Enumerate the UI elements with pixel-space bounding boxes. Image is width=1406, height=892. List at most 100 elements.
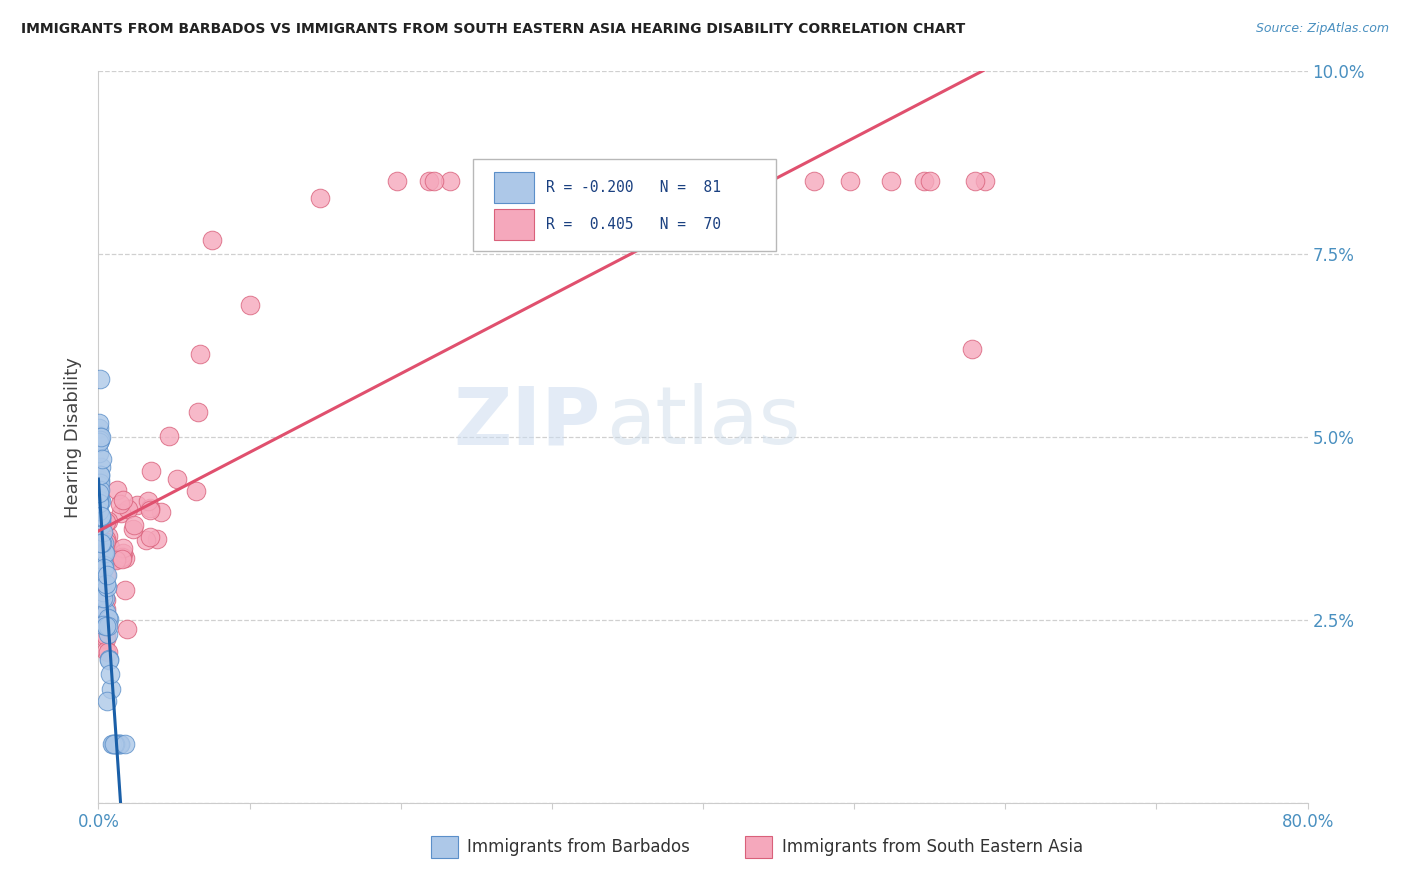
Point <box>90 575 112 590</box>
Point <box>94 605 117 619</box>
Point <box>89 460 111 475</box>
Point <box>619 174 641 188</box>
Point <box>610 174 633 188</box>
Point <box>91 547 114 561</box>
Point <box>97 610 120 624</box>
Point <box>94 601 117 615</box>
Point <box>89 570 111 584</box>
Point <box>716 174 738 188</box>
Point <box>94 534 117 549</box>
Point <box>184 484 207 499</box>
Point <box>423 174 446 188</box>
Point <box>94 544 117 558</box>
Text: IMMIGRANTS FROM BARBADOS VS IMMIGRANTS FROM SOUTH EASTERN ASIA HEARING DISABILIT: IMMIGRANTS FROM BARBADOS VS IMMIGRANTS F… <box>21 22 966 37</box>
Point <box>103 737 125 751</box>
Point <box>94 593 117 607</box>
Point <box>93 544 115 558</box>
Point <box>91 591 114 606</box>
Point <box>87 434 110 449</box>
Point <box>87 483 110 498</box>
Point <box>91 558 114 572</box>
Point <box>87 446 110 460</box>
FancyBboxPatch shape <box>494 209 534 240</box>
Point <box>97 514 120 528</box>
Point <box>90 509 112 524</box>
Point <box>94 515 117 529</box>
Point <box>94 568 117 582</box>
Point <box>94 547 117 561</box>
Point <box>90 515 112 529</box>
Point <box>675 174 697 188</box>
Point <box>122 517 145 532</box>
Point <box>135 533 157 547</box>
Point <box>94 629 117 643</box>
Point <box>90 567 112 582</box>
Point <box>188 347 211 361</box>
Point <box>735 174 758 188</box>
Point <box>89 430 111 444</box>
Point <box>121 522 143 536</box>
Point <box>96 618 118 632</box>
Point <box>89 433 111 447</box>
Point <box>91 452 114 467</box>
Point <box>139 464 162 478</box>
Point <box>89 483 111 498</box>
Text: Immigrants from South Eastern Asia: Immigrants from South Eastern Asia <box>782 838 1083 855</box>
Text: Source: ZipAtlas.com: Source: ZipAtlas.com <box>1256 22 1389 36</box>
Point <box>105 737 128 751</box>
Point <box>90 566 112 580</box>
Point <box>516 174 538 188</box>
Point <box>136 494 159 508</box>
Point <box>125 498 148 512</box>
Point <box>239 298 262 312</box>
Point <box>918 174 941 188</box>
Point <box>97 619 120 633</box>
Point <box>117 501 139 516</box>
Point <box>90 513 112 527</box>
Point <box>97 626 120 640</box>
Point <box>89 485 111 500</box>
Point <box>97 617 120 632</box>
Point <box>114 583 136 598</box>
Point <box>90 536 112 550</box>
Point <box>98 612 121 626</box>
FancyBboxPatch shape <box>745 836 772 858</box>
Y-axis label: Hearing Disability: Hearing Disability <box>65 357 83 517</box>
Point <box>87 496 110 510</box>
Point <box>87 478 110 492</box>
Point <box>166 472 188 486</box>
Point <box>87 492 110 507</box>
Point <box>114 737 136 751</box>
Point <box>107 737 129 751</box>
Point <box>87 428 110 442</box>
Point <box>91 525 114 540</box>
FancyBboxPatch shape <box>494 172 534 203</box>
Point <box>104 552 127 566</box>
Point <box>418 174 440 188</box>
Point <box>91 558 114 572</box>
Point <box>96 693 118 707</box>
Point <box>93 535 115 549</box>
Point <box>93 580 115 594</box>
Point <box>89 491 111 506</box>
Point <box>439 174 461 188</box>
Point <box>89 371 111 385</box>
Text: R = -0.200   N =  81: R = -0.200 N = 81 <box>546 180 721 195</box>
Point <box>93 603 115 617</box>
Point <box>112 493 135 508</box>
Point <box>111 550 134 565</box>
Point <box>94 546 117 560</box>
Point <box>100 666 122 681</box>
Point <box>89 468 111 483</box>
Point <box>536 174 558 188</box>
Point <box>97 529 120 543</box>
Point <box>91 617 114 632</box>
Point <box>89 510 111 524</box>
Point <box>385 174 408 188</box>
Point <box>90 493 112 508</box>
Point <box>157 429 180 443</box>
Text: ZIP: ZIP <box>453 384 600 461</box>
Point <box>96 577 118 591</box>
Point <box>150 505 173 519</box>
Point <box>94 644 117 658</box>
